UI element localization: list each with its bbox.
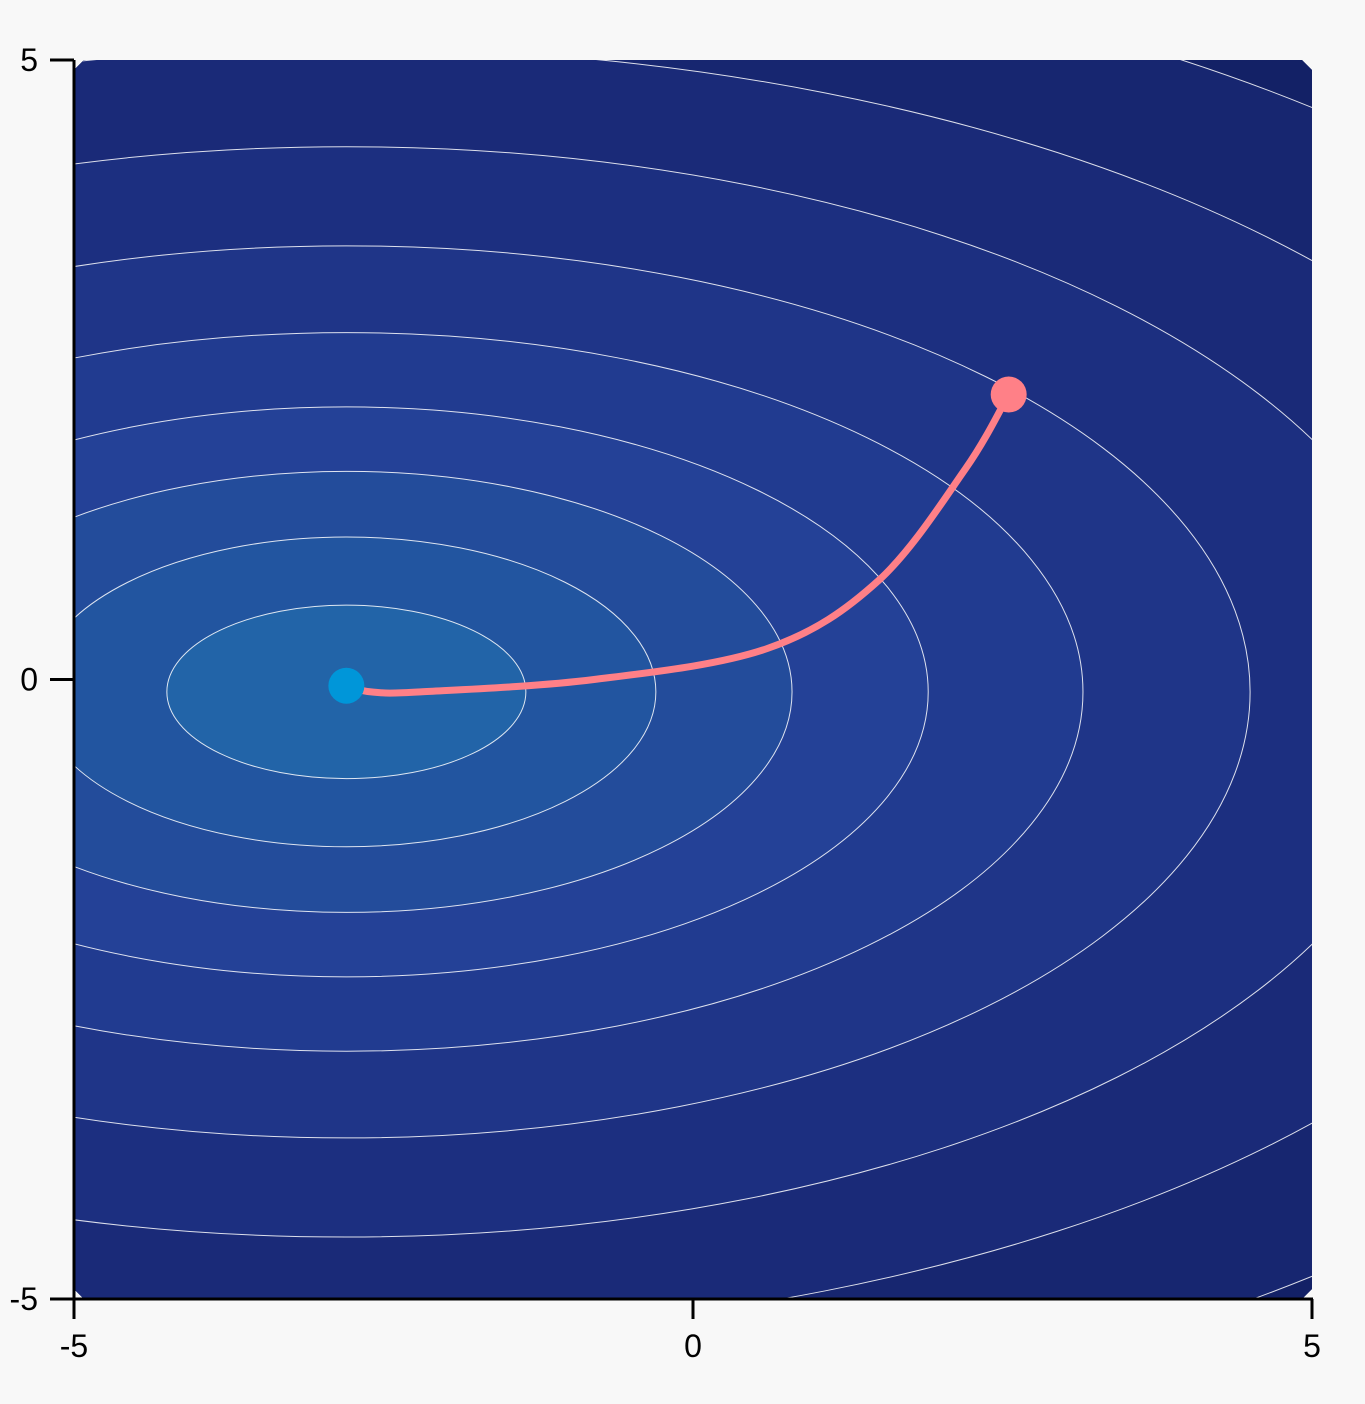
y-tick-label: 5 [20, 42, 38, 78]
x-axis: -5 0 5 [60, 1297, 1321, 1364]
y-tick-label: -5 [10, 1281, 38, 1317]
y-axis: 5 0 -5 [10, 42, 76, 1319]
minimum-point-marker [328, 667, 365, 704]
x-tick-label: 0 [684, 1328, 702, 1364]
descent-path-line [342, 391, 1013, 697]
x-tick-label: -5 [60, 1328, 88, 1364]
start-point-marker [990, 376, 1027, 413]
markers [328, 376, 1027, 704]
y-tick-label: 0 [20, 662, 38, 698]
x-tick-label: 5 [1303, 1328, 1321, 1364]
